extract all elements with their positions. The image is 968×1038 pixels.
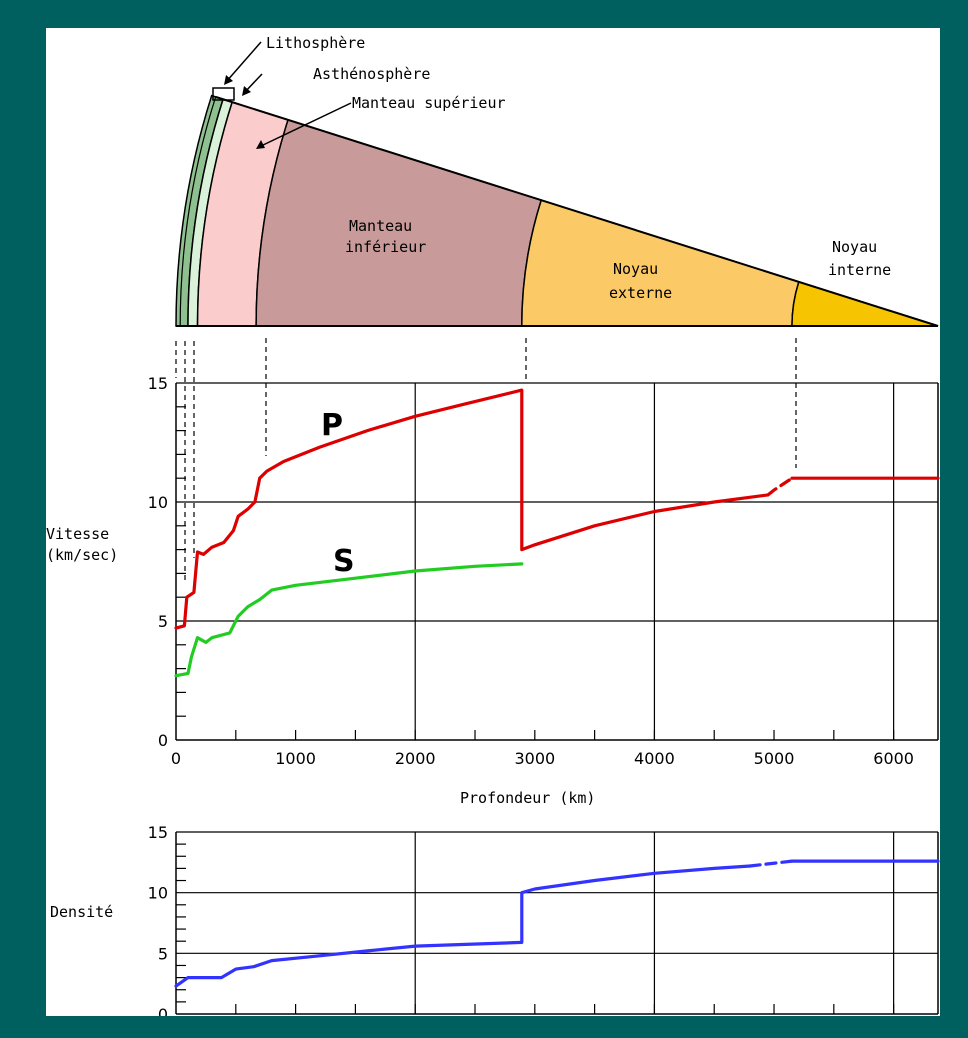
density-grid xyxy=(175,831,939,1015)
y-tick-label-5: 5 xyxy=(158,944,168,963)
lithosphere-box xyxy=(212,87,235,101)
density-minor-ticks xyxy=(176,843,895,1014)
x-tick-label-2000: 2000 xyxy=(395,749,436,768)
x-tick-label-4000: 4000 xyxy=(634,749,675,768)
velocity-series xyxy=(174,388,940,678)
velocity-y-tick-labels: 0 5 10 15 xyxy=(148,374,168,750)
density-chart: 0 5 10 15 Densité xyxy=(50,823,940,1016)
velocity-chart: 0 5 10 15 0 1000 2000 3000 4000 5000 6000 Vitesse… xyxy=(46,374,940,807)
velocity-grid xyxy=(175,382,939,741)
label-outer-core-1: Noyau xyxy=(613,260,658,278)
x-tick-label-6000: 6000 xyxy=(873,749,914,768)
series-s-line-3 xyxy=(174,562,524,678)
figure-svg: Lithosphère Asthénosphère Manteau supéri… xyxy=(46,34,940,1016)
density-ylabel: Densité xyxy=(50,903,113,921)
label-lower-mantle-1: Manteau xyxy=(349,217,412,235)
label-lower-mantle-2: inférieur xyxy=(345,238,426,256)
series-densité-line-1 xyxy=(748,859,794,868)
boundary-connectors xyxy=(175,338,797,583)
velocity-x-tick-labels: 0 1000 2000 3000 4000 5000 6000 xyxy=(171,749,914,768)
x-tick-label-0: 0 xyxy=(171,749,181,768)
series-label-p: P xyxy=(321,408,343,443)
series-densité-line-0 xyxy=(174,864,752,988)
series-p-line-0 xyxy=(174,388,770,630)
y-tick-label-15: 15 xyxy=(148,374,168,393)
label-outer-core-2: externe xyxy=(609,284,672,302)
callout-asthenosphere xyxy=(242,73,263,96)
velocity-xlabel: Profondeur (km) xyxy=(460,789,595,807)
y-tick-label-15: 15 xyxy=(148,823,168,842)
x-tick-label-5000: 5000 xyxy=(754,749,795,768)
y-tick-label-0: 0 xyxy=(158,731,168,750)
x-tick-label-3000: 3000 xyxy=(514,749,555,768)
y-tick-label-0: 0 xyxy=(158,1005,168,1016)
crust-boundary-line xyxy=(179,96,217,327)
label-lithosphere: Lithosphère xyxy=(266,34,365,52)
figure-panel: Lithosphère Asthénosphère Manteau supéri… xyxy=(46,28,940,1016)
label-upper-mantle: Manteau supérieur xyxy=(352,94,506,112)
velocity-ylabel-line-1: Vitesse xyxy=(46,525,109,543)
velocity-minor-ticks xyxy=(176,406,895,740)
earth-section-diagram: Lithosphère Asthénosphère Manteau supéri… xyxy=(175,34,939,583)
y-tick-label-10: 10 xyxy=(148,884,168,903)
y-tick-label-5: 5 xyxy=(158,612,168,631)
velocity-ylabel-line-2: (km/sec) xyxy=(46,546,118,564)
y-tick-label-10: 10 xyxy=(148,493,168,512)
section-top-line xyxy=(215,96,939,327)
density-series xyxy=(174,859,940,988)
label-asthenosphere: Asthénosphère xyxy=(313,65,430,83)
outer-core-layer xyxy=(521,199,800,327)
callout-upper-mantle xyxy=(256,102,352,149)
callout-lithosphere xyxy=(224,41,262,85)
label-inner-core-1: Noyau xyxy=(832,238,877,256)
x-tick-label-1000: 1000 xyxy=(275,749,316,768)
label-inner-core-2: interne xyxy=(828,261,891,279)
series-label-s: S xyxy=(333,544,355,579)
density-y-tick-labels: 0 5 10 15 xyxy=(148,823,168,1016)
series-p-line-1 xyxy=(766,476,794,497)
